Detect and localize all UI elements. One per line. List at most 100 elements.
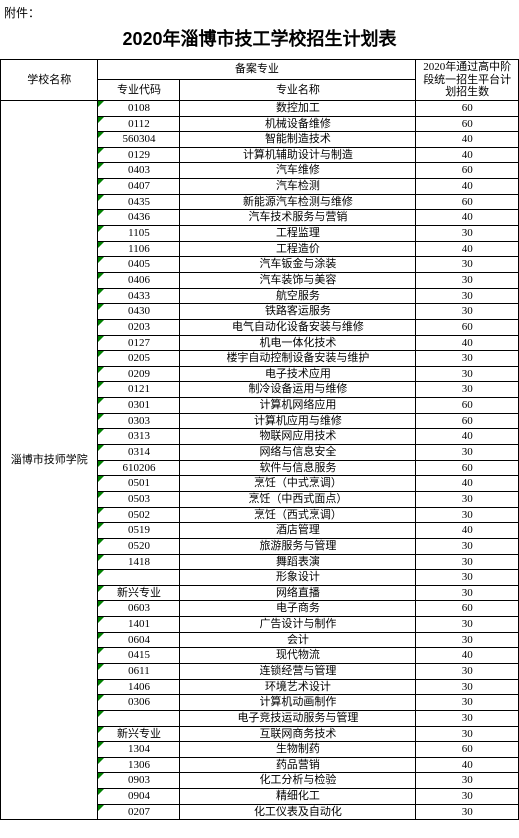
cell-major-code: 0436 (98, 210, 180, 226)
cell-major-name: 电子商务 (180, 601, 416, 617)
cell-major-code: 0112 (98, 116, 180, 132)
cell-major-name: 新能源汽车检测与维修 (180, 194, 416, 210)
cell-major-code: 0205 (98, 351, 180, 367)
cell-major-name: 电气自动化设备安装与维修 (180, 319, 416, 335)
cell-major-name: 舞蹈表演 (180, 554, 416, 570)
spreadsheet-document: 附件： 2020年淄博市技工学校招生计划表 学校名称 备案专业 2020年通过高… (0, 0, 519, 820)
cell-major-code: 0108 (98, 100, 180, 116)
cell-plan-count: 40 (416, 757, 519, 773)
cell-major-name: 旅游服务与管理 (180, 538, 416, 554)
cell-major-name: 电子竞技运动服务与管理 (180, 710, 416, 726)
cell-major-code: 0403 (98, 163, 180, 179)
cell-plan-count: 30 (416, 679, 519, 695)
cell-major-code: 0207 (98, 804, 180, 820)
cell-major-name: 铁路客运服务 (180, 304, 416, 320)
cell-major-code: 1304 (98, 742, 180, 758)
page-title: 2020年淄博市技工学校招生计划表 (0, 21, 519, 59)
cell-major-code: 0603 (98, 601, 180, 617)
cell-major-code: 0314 (98, 445, 180, 461)
cell-plan-count: 40 (416, 210, 519, 226)
cell-plan-count: 60 (416, 398, 519, 414)
header-major-name: 专业名称 (180, 80, 416, 100)
cell-plan-count: 30 (416, 538, 519, 554)
cell-major-code: 新兴专业 (98, 726, 180, 742)
cell-major-name: 环境艺术设计 (180, 679, 416, 695)
cell-major-name: 工程造价 (180, 241, 416, 257)
cell-major-code: 0303 (98, 413, 180, 429)
cell-plan-count: 30 (416, 773, 519, 789)
cell-plan-count: 30 (416, 382, 519, 398)
table-row: 淄博市技师学院0108数控加工60 (1, 100, 519, 116)
cell-major-name: 计算机网络应用 (180, 398, 416, 414)
cell-major-name: 精细化工 (180, 789, 416, 805)
cell-major-code: 0407 (98, 179, 180, 195)
cell-major-name: 烹饪（中西式面点） (180, 491, 416, 507)
cell-plan-count: 40 (416, 241, 519, 257)
cell-major-name: 广告设计与制作 (180, 617, 416, 633)
cell-major-code: 0129 (98, 147, 180, 163)
cell-plan-count: 30 (416, 663, 519, 679)
cell-major-name: 机械设备维修 (180, 116, 416, 132)
table-header: 学校名称 备案专业 2020年通过高中阶段统一招生平台计划招生数 专业代码 专业… (1, 60, 519, 101)
cell-major-code: 0203 (98, 319, 180, 335)
cell-major-name: 计算机动画制作 (180, 695, 416, 711)
cell-major-code: 0520 (98, 538, 180, 554)
cell-plan-count: 30 (416, 257, 519, 273)
cell-major-name: 互联网商务技术 (180, 726, 416, 742)
cell-major-name: 烹饪（西式烹调） (180, 507, 416, 523)
cell-major-name: 形象设计 (180, 570, 416, 586)
cell-major-code: 610206 (98, 460, 180, 476)
cell-major-name: 汽车检测 (180, 179, 416, 195)
cell-major-name: 网络直播 (180, 585, 416, 601)
cell-plan-count: 60 (416, 319, 519, 335)
cell-major-code: 0904 (98, 789, 180, 805)
cell-major-name: 现代物流 (180, 648, 416, 664)
cell-plan-count: 30 (416, 726, 519, 742)
cell-plan-count: 30 (416, 570, 519, 586)
cell-plan-count: 40 (416, 132, 519, 148)
cell-major-name: 化工分析与检验 (180, 773, 416, 789)
cell-plan-count: 60 (416, 742, 519, 758)
cell-major-name: 汽车维修 (180, 163, 416, 179)
cell-major-code: 0903 (98, 773, 180, 789)
cell-major-name: 化工仪表及自动化 (180, 804, 416, 820)
cell-major-name: 生物制药 (180, 742, 416, 758)
cell-plan-count: 40 (416, 429, 519, 445)
cell-major-name: 汽车装饰与美容 (180, 272, 416, 288)
cell-major-name: 楼宇自动控制设备安装与维护 (180, 351, 416, 367)
cell-major-code: 1106 (98, 241, 180, 257)
cell-school-name: 淄博市技师学院 (1, 100, 98, 819)
cell-major-name: 汽车技术服务与营销 (180, 210, 416, 226)
cell-plan-count: 30 (416, 351, 519, 367)
cell-major-name: 连锁经营与管理 (180, 663, 416, 679)
cell-major-code: 1418 (98, 554, 180, 570)
cell-plan-count: 40 (416, 147, 519, 163)
cell-plan-count: 30 (416, 226, 519, 242)
cell-major-code: 0430 (98, 304, 180, 320)
cell-plan-count: 30 (416, 632, 519, 648)
cell-major-code: 0501 (98, 476, 180, 492)
cell-major-code (98, 570, 180, 586)
cell-major-code: 1401 (98, 617, 180, 633)
cell-major-code: 1406 (98, 679, 180, 695)
cell-major-code: 0502 (98, 507, 180, 523)
cell-major-name: 制冷设备运用与维修 (180, 382, 416, 398)
cell-major-code: 0306 (98, 695, 180, 711)
cell-plan-count: 40 (416, 523, 519, 539)
enrollment-plan-table: 学校名称 备案专业 2020年通过高中阶段统一招生平台计划招生数 专业代码 专业… (0, 59, 519, 820)
header-school: 学校名称 (1, 60, 98, 101)
cell-plan-count: 40 (416, 335, 519, 351)
cell-major-name: 数控加工 (180, 100, 416, 116)
cell-major-name: 计算机应用与维修 (180, 413, 416, 429)
cell-major-code: 0405 (98, 257, 180, 273)
cell-plan-count: 30 (416, 304, 519, 320)
cell-plan-count: 30 (416, 445, 519, 461)
cell-plan-count: 30 (416, 366, 519, 382)
cell-major-name: 软件与信息服务 (180, 460, 416, 476)
cell-major-code: 0313 (98, 429, 180, 445)
cell-plan-count: 40 (416, 179, 519, 195)
cell-plan-count: 30 (416, 288, 519, 304)
cell-major-code: 0127 (98, 335, 180, 351)
cell-plan-count: 60 (416, 116, 519, 132)
cell-major-code: 1105 (98, 226, 180, 242)
